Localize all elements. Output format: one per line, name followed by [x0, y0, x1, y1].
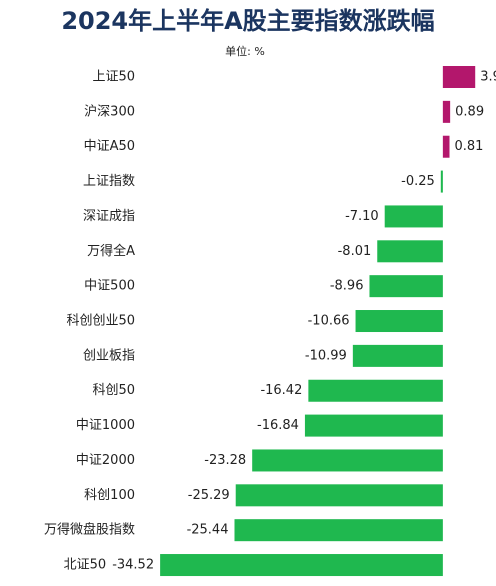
category-label: 上证50	[92, 70, 135, 85]
value-label: -7.10	[345, 209, 379, 224]
chart-title: 2024年上半年A股主要指数涨跌幅	[61, 7, 434, 35]
category-label: 上证指数	[83, 174, 135, 189]
bar	[352, 344, 443, 367]
bar	[355, 310, 443, 333]
category-label: 万得微盘股指数	[44, 522, 135, 538]
value-label: -16.84	[257, 418, 299, 433]
value-label: 0.81	[454, 139, 483, 154]
value-label: -0.25	[401, 174, 435, 189]
value-label: -10.66	[308, 314, 350, 329]
category-label: 沪深300	[84, 103, 135, 119]
bar	[442, 135, 450, 158]
category-label: 深证成指	[83, 209, 135, 224]
chart-subtitle: 单位: %	[225, 44, 265, 58]
value-label: -8.01	[338, 244, 372, 259]
value-label: 3.95	[480, 70, 496, 85]
bar	[440, 170, 443, 193]
category-label: 创业板指	[83, 348, 135, 363]
bar	[308, 379, 443, 402]
value-label: -34.52	[112, 558, 154, 573]
bar	[160, 554, 443, 577]
value-label: -8.96	[330, 279, 364, 294]
value-label: -10.99	[305, 348, 347, 363]
bar	[252, 449, 443, 472]
category-label: 中证A50	[84, 139, 135, 154]
bar	[235, 484, 443, 507]
category-label: 科创创业50	[66, 314, 135, 329]
bar	[234, 519, 443, 542]
bar	[304, 414, 443, 437]
bar	[369, 275, 443, 298]
value-label: -25.44	[187, 523, 229, 538]
bar	[442, 66, 476, 88]
category-label: 北证50	[64, 558, 107, 573]
category-label: 科创50	[92, 383, 135, 398]
value-label: -16.42	[260, 383, 302, 398]
bar	[442, 100, 451, 123]
value-label: -23.28	[204, 453, 246, 468]
bar	[384, 205, 443, 228]
category-label: 中证2000	[76, 453, 135, 468]
category-label: 科创100	[84, 488, 135, 503]
bar	[377, 240, 443, 263]
category-label: 万得全A	[87, 243, 135, 259]
value-label: -25.29	[188, 488, 230, 503]
value-label: 0.89	[455, 104, 484, 119]
category-label: 中证500	[84, 279, 135, 294]
category-label: 中证1000	[76, 418, 135, 433]
